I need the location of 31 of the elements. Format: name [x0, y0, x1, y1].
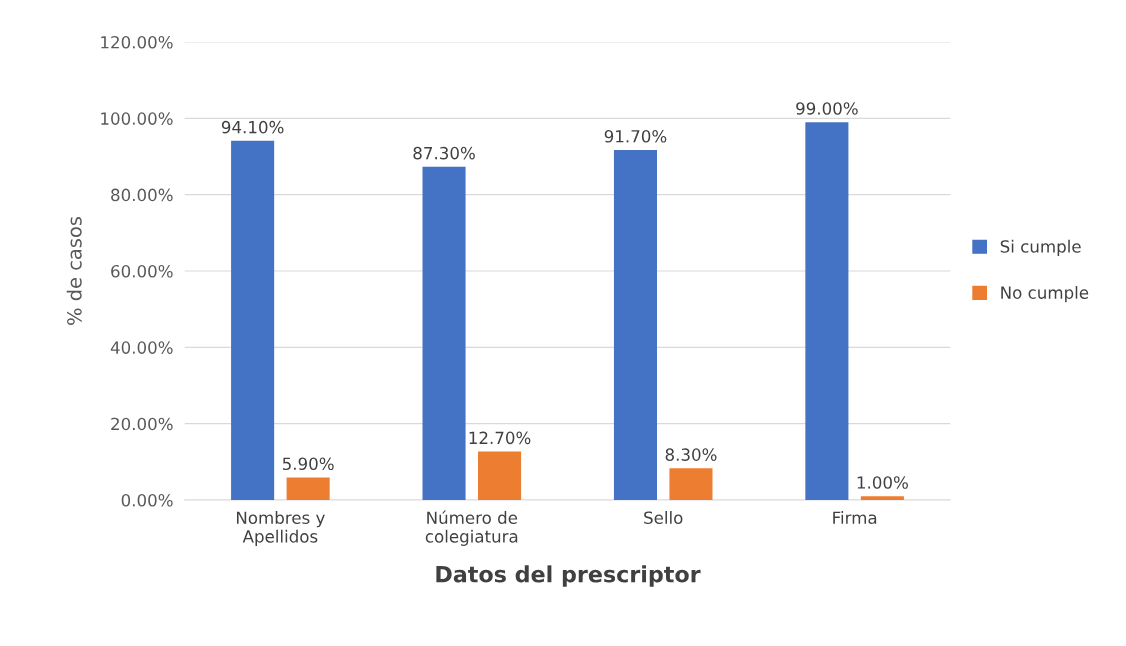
bar: [669, 468, 713, 500]
bar: [613, 150, 657, 500]
x-tick-label: Sello: [644, 511, 683, 525]
data-label: 5.90%: [282, 457, 334, 471]
y-tick-label: 40.00%: [110, 341, 173, 354]
x-axis-title: Datos del prescriptor: [436, 565, 701, 587]
y-tick-label: 80.00%: [111, 188, 173, 202]
bar: [860, 496, 904, 500]
data-label: 12.70%: [469, 431, 531, 445]
bar: [231, 140, 275, 500]
y-tick-label: 120.00%: [101, 35, 173, 49]
data-label: 91.70%: [604, 130, 667, 143]
data-label: 1.00%: [857, 476, 908, 489]
legend-label: No cumple: [1001, 286, 1089, 303]
bar: [422, 166, 466, 500]
y-axis-title: % de casos: [66, 216, 82, 325]
y-tick-label: 60.00%: [111, 264, 173, 278]
data-label: 94.10%: [221, 120, 284, 134]
legend-label: Si cumple: [1000, 239, 1081, 256]
data-label: 99.00%: [796, 102, 858, 115]
y-tick-label: 20.00%: [111, 417, 173, 431]
x-tick-label: Firma: [833, 511, 877, 525]
x-tick-label: Número de colegiatura: [425, 510, 518, 546]
y-tick-label: 0.00%: [121, 493, 173, 507]
x-tick-label: Nombres y Apellidos: [236, 511, 325, 546]
bar: [805, 122, 849, 500]
bar: [478, 451, 522, 500]
bar: [286, 477, 330, 500]
data-label: 8.30%: [665, 448, 717, 461]
y-tick-label: 100.00%: [101, 112, 173, 125]
data-label: 87.30%: [413, 146, 475, 160]
